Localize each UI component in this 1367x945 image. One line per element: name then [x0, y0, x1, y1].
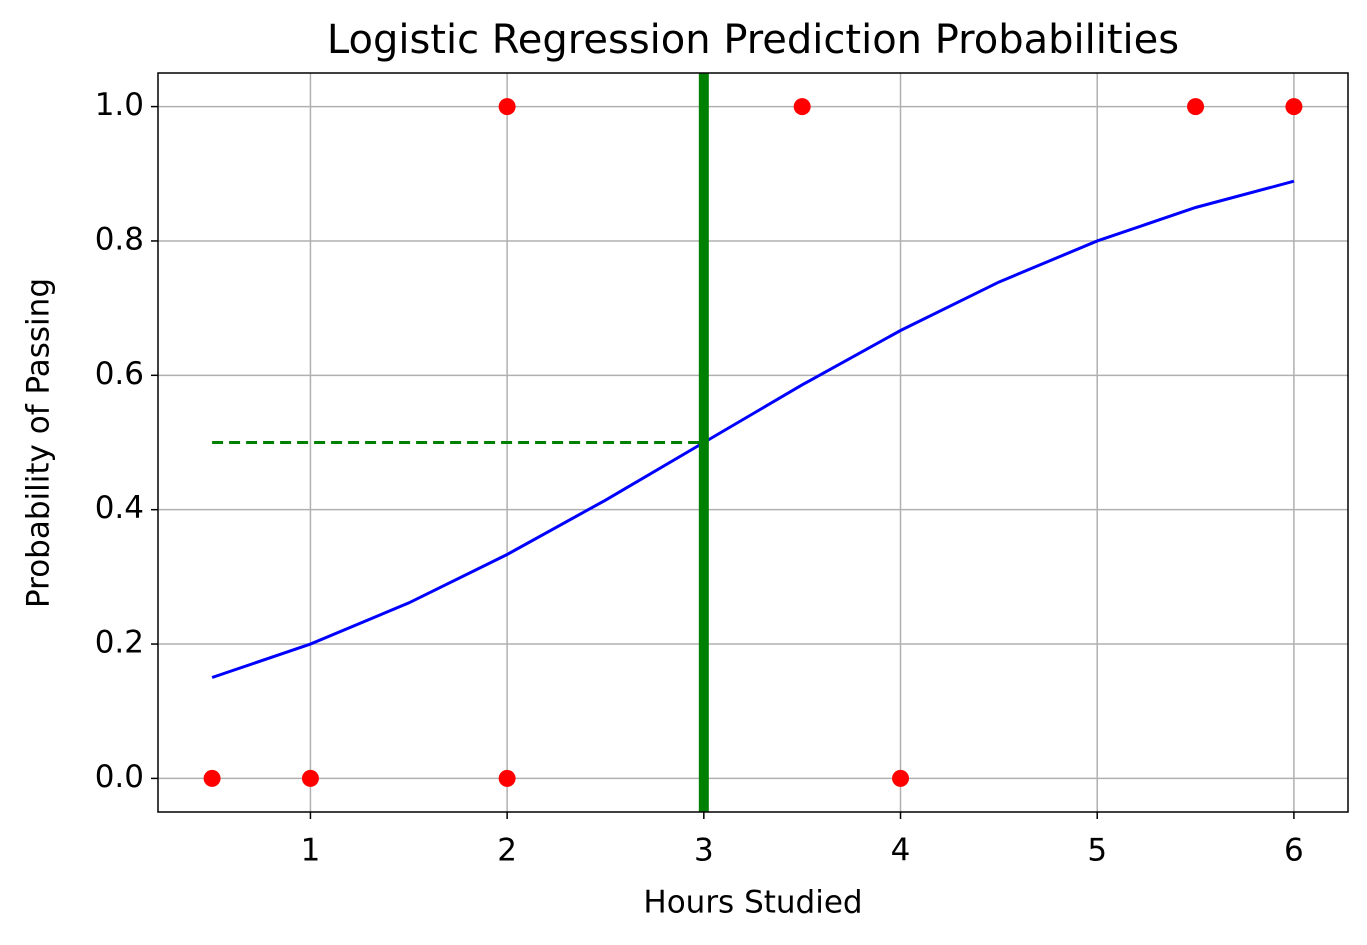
- y-tick-label: 0.2: [95, 625, 144, 661]
- data-point: [793, 98, 811, 116]
- x-tick-label: 6: [1284, 833, 1304, 869]
- data-point: [301, 769, 319, 787]
- chart-title: Logistic Regression Prediction Probabili…: [327, 17, 1179, 63]
- data-point: [498, 769, 516, 787]
- x-axis-label: Hours Studied: [643, 885, 862, 921]
- y-axis-label: Probability of Passing: [21, 278, 57, 608]
- x-tick-label: 3: [694, 833, 714, 869]
- x-tick-label: 5: [1087, 833, 1107, 869]
- data-point: [203, 769, 221, 787]
- y-tick-label: 0.6: [95, 356, 144, 392]
- x-tick-label: 4: [891, 833, 911, 869]
- probability-curve: [211, 179, 1295, 679]
- y-tick-label: 0.0: [95, 759, 144, 795]
- data-point: [498, 98, 516, 116]
- data-point: [1187, 98, 1205, 116]
- data-point: [892, 769, 910, 787]
- x-tick-label: 1: [301, 833, 321, 869]
- data-point: [1285, 98, 1303, 116]
- y-tick-label: 1.0: [95, 87, 144, 123]
- plot-frame: [157, 72, 1349, 813]
- y-tick-label: 0.4: [95, 490, 144, 526]
- y-tick-label: 0.8: [95, 221, 144, 257]
- x-tick-label: 2: [497, 833, 517, 869]
